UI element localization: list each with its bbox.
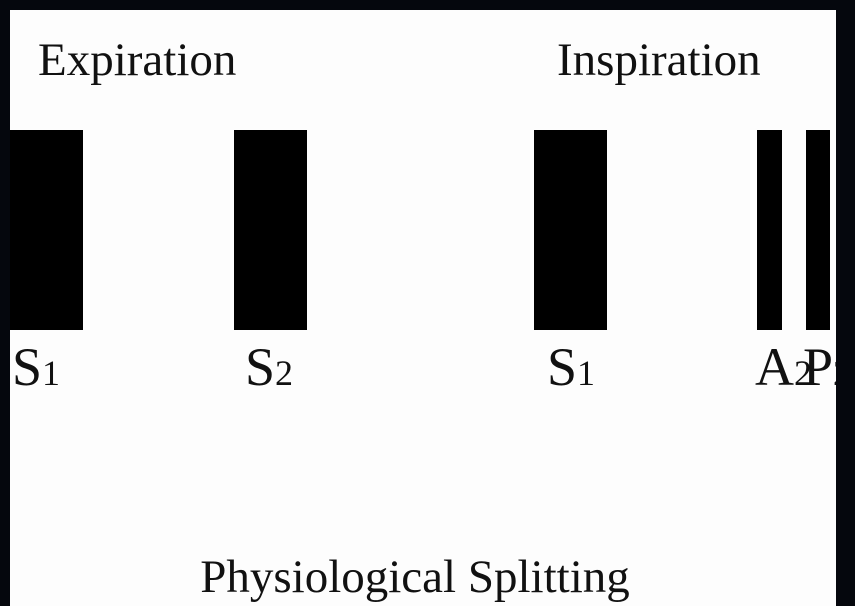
sound-letter: S	[12, 337, 42, 397]
border	[836, 0, 855, 606]
panel	[10, 10, 836, 606]
border	[0, 0, 10, 606]
sound-label: S1	[547, 337, 595, 397]
sound-subscript: 1	[577, 353, 595, 393]
sound-label: S1	[12, 337, 60, 397]
sound-subscript: 2	[275, 353, 293, 393]
sound-label: S2	[245, 337, 293, 397]
caption: Physiological Splitting	[200, 551, 630, 603]
sound-bar	[534, 130, 607, 330]
sound-letter: P	[803, 337, 833, 397]
sound-bar	[806, 130, 830, 330]
sound-letter: S	[245, 337, 275, 397]
sound-bar	[757, 130, 782, 330]
right-heading: Inspiration	[557, 34, 761, 86]
sound-subscript: 1	[42, 353, 60, 393]
sound-letter: A	[755, 337, 794, 397]
sound-subscript: 2	[794, 353, 812, 393]
left-heading: Expiration	[38, 34, 236, 86]
sound-bar	[10, 130, 83, 330]
sound-bar	[234, 130, 307, 330]
sound-letter: S	[547, 337, 577, 397]
border	[0, 0, 855, 10]
sound-label: A2	[755, 337, 812, 397]
